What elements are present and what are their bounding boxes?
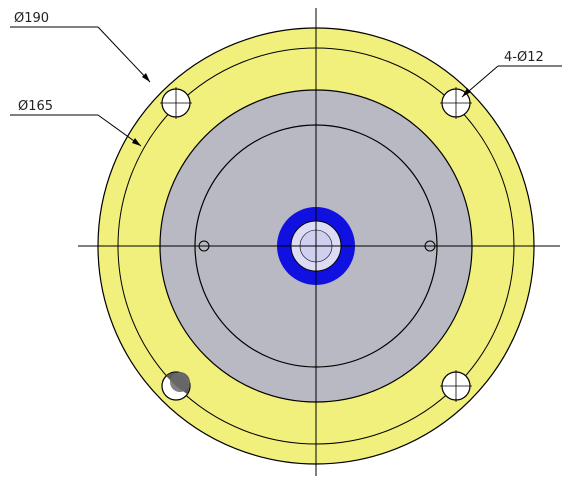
leader-190-slope: [97, 26, 151, 83]
leader-165-arrow: [132, 138, 141, 146]
bolt-hole-bottom-left-dark: [170, 372, 190, 392]
leader-holes-arrow: [462, 88, 471, 97]
label-bolt-holes: 4-Ø12: [504, 50, 544, 65]
leader-190-arrow: [142, 73, 150, 82]
label-outer-diameter: Ø190: [14, 11, 49, 26]
label-bolt-circle: Ø165: [18, 99, 53, 114]
